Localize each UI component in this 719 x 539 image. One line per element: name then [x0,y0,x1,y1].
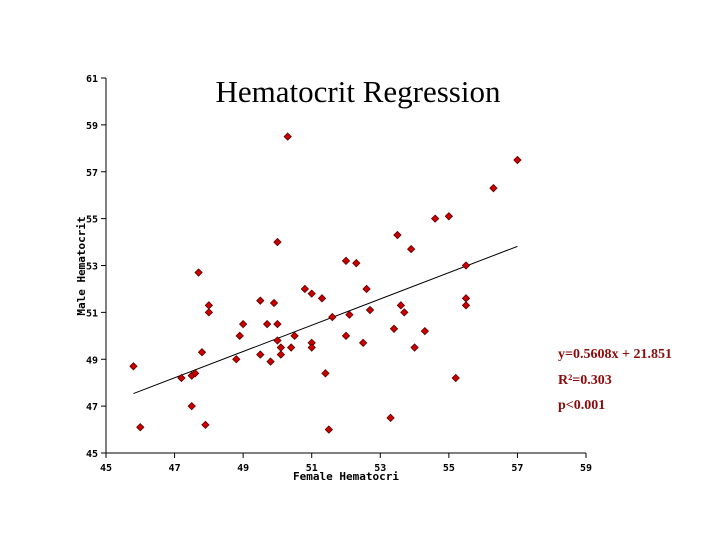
data-point [341,256,351,265]
data-point [345,310,354,319]
data-point [461,261,471,270]
data-point [365,305,375,315]
y-tick-label: 57 [86,168,98,179]
data-point [276,343,286,352]
data-point [129,362,138,371]
data-point [238,319,248,329]
trendline [133,245,518,395]
data-point [321,369,330,378]
data-point [177,373,186,383]
x-axis-label: Female Hematocri [293,470,399,483]
y-tick-label: 49 [86,355,98,366]
data-point [400,308,409,317]
y-tick-label: 45 [86,449,98,460]
data-point [328,312,337,322]
regression-equation: y=0.5608x + 21.851 [558,347,672,362]
r-squared-label: R²=0.303 [558,373,612,388]
data-point [269,298,279,308]
data-point [406,244,416,254]
data-point [386,413,395,423]
y-tick-label: 59 [86,121,98,132]
data-point [389,324,399,333]
data-points [129,132,522,434]
x-tick-label: 47 [169,463,181,474]
y-tick-label: 61 [86,74,98,85]
data-point [197,348,207,357]
data-point [393,230,402,240]
data-point [232,355,241,364]
data-point [286,343,296,352]
data-point [396,301,406,310]
data-point [352,258,361,268]
data-point [273,237,282,247]
data-point [201,420,210,430]
y-tick-label: 51 [86,308,98,319]
data-point [461,301,471,310]
data-point [300,284,310,294]
data-point [341,331,351,340]
data-point [266,357,275,366]
trendline-group [133,245,518,395]
data-point [489,183,498,193]
data-point [317,294,327,303]
data-point [410,343,419,352]
data-point [273,319,282,329]
data-point [204,301,214,310]
x-tick-label: 51 [306,463,318,474]
data-point [235,331,244,340]
y-tick-label: 55 [86,215,98,226]
data-point [283,132,292,141]
y-axis-label: Male Hematocrit [75,216,88,315]
data-point [324,425,334,434]
x-tick-label: 53 [374,463,386,474]
data-point [420,326,430,336]
x-tick-label: 45 [100,463,112,474]
y-tick-label: 53 [86,262,98,273]
data-point [307,289,316,298]
chart-title: Hematocrit Regression [216,74,501,109]
y-tick-label: 47 [86,402,98,413]
x-tick-label: 57 [511,463,523,474]
data-point [276,350,286,359]
data-point [307,343,316,352]
data-point [194,268,203,277]
data-point [273,336,282,345]
data-point [513,155,522,165]
data-point [358,338,368,348]
data-point [290,331,299,340]
x-tick-label: 59 [580,463,592,474]
data-point [204,308,214,317]
data-point [430,214,440,223]
data-point [451,373,460,383]
data-point [362,284,371,294]
x-tick-label: 49 [237,463,249,474]
data-point [190,369,200,378]
p-value-label: p<0.001 [558,398,605,413]
data-point [256,350,265,359]
data-point [136,423,145,432]
data-point [256,296,265,305]
data-point [461,294,471,303]
data-point [187,401,196,411]
x-tick-label: 55 [443,463,455,474]
data-point [262,319,272,329]
axes: 45 47 49 51 53 55 57 59 45 47 49 51 53 55 57 59 61 [86,74,592,474]
data-point [444,212,454,221]
